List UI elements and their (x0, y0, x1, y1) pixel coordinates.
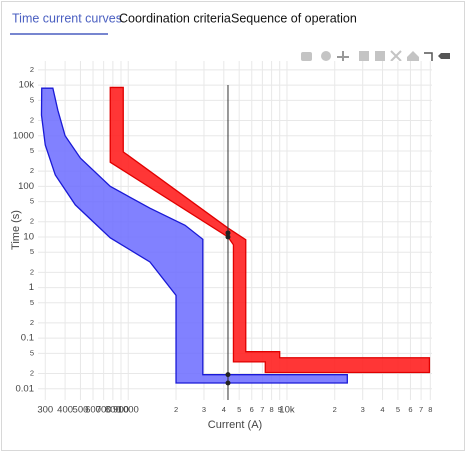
y-tick-label: 5 (30, 197, 34, 206)
y-tick-label: 2 (30, 166, 34, 175)
y-tick-label: 2 (30, 217, 34, 226)
marker (225, 230, 231, 236)
x-tick-label: 3 (202, 405, 206, 414)
camera-icon[interactable] (301, 52, 312, 61)
curve-band (109, 86, 431, 374)
y-tick-label: 2 (30, 65, 34, 74)
x-tick-label: 10k (279, 405, 295, 416)
x-tick-label: 700 (96, 405, 112, 416)
tab[interactable]: Coordination criteria (119, 11, 231, 25)
y-tick-label: 5 (30, 95, 34, 104)
zoom-in-icon[interactable] (359, 51, 369, 61)
x-tick-label: 6 (250, 405, 254, 414)
zoom-out-icon[interactable] (375, 51, 385, 61)
x-tick-label: 3 (361, 405, 365, 414)
home-icon[interactable] (407, 51, 419, 62)
autoscale-icon[interactable] (390, 50, 402, 62)
x-tick-label: 7 (419, 405, 423, 414)
x-tick-label: 4 (380, 405, 384, 414)
x-tick-label: 5 (396, 405, 400, 414)
spike-icon[interactable] (424, 52, 433, 61)
y-tick-label: 2 (30, 318, 34, 327)
y-tick-label: 5 (30, 146, 34, 155)
y-tick-label: 2 (30, 116, 34, 125)
y-tick-label: 100 (18, 181, 34, 192)
toolbar (301, 50, 450, 63)
tab-active[interactable]: Time current curves (12, 11, 122, 25)
curve-band (40, 87, 348, 384)
x-tick-label: 300 (37, 405, 53, 416)
x-axis-title: Current (A) (208, 419, 262, 431)
tab[interactable]: Sequence of operation (231, 11, 357, 25)
x-tick-label: 8 (428, 405, 432, 414)
y-tick-label: 5 (30, 247, 34, 256)
y-tick-label: 10 (23, 231, 34, 242)
x-tick-label: 8 (269, 405, 273, 414)
y-tick-label: 5 (30, 298, 34, 307)
marker (225, 234, 231, 240)
x-tick-label: 4 (222, 405, 226, 414)
y-tick-label: 2 (30, 267, 34, 276)
x-tick-label: 500 (73, 405, 89, 416)
x-tick-label: 2 (333, 405, 337, 414)
y-axis-title: Time (s) (10, 210, 22, 250)
y-tick-label: 0.01 (16, 383, 35, 394)
x-tick-label: 400 (57, 405, 73, 416)
hover-icon[interactable] (438, 53, 450, 59)
y-tick-label: 5 (30, 348, 34, 357)
y-tick-label: 10k (19, 80, 35, 91)
x-tick-label: 5 (237, 405, 241, 414)
x-tick-label: 800 (105, 405, 121, 416)
y-tick-label: 2 (30, 369, 34, 378)
x-tick-label: 1000 (118, 405, 139, 416)
marker (225, 372, 231, 378)
x-tick-label: 600 (85, 405, 101, 416)
x-tick-label: 2 (174, 405, 178, 414)
y-tick-label: 1000 (13, 130, 34, 141)
x-tick-label: 9 (278, 405, 282, 414)
x-tick-label: 6 (408, 405, 412, 414)
x-tick-label: 900 (113, 405, 129, 416)
x-tick-label: 7 (260, 405, 264, 414)
y-tick-label: 0.1 (21, 333, 34, 344)
zoom-icon[interactable] (321, 51, 331, 61)
marker (225, 380, 231, 386)
y-tick-label: 1 (29, 282, 34, 293)
